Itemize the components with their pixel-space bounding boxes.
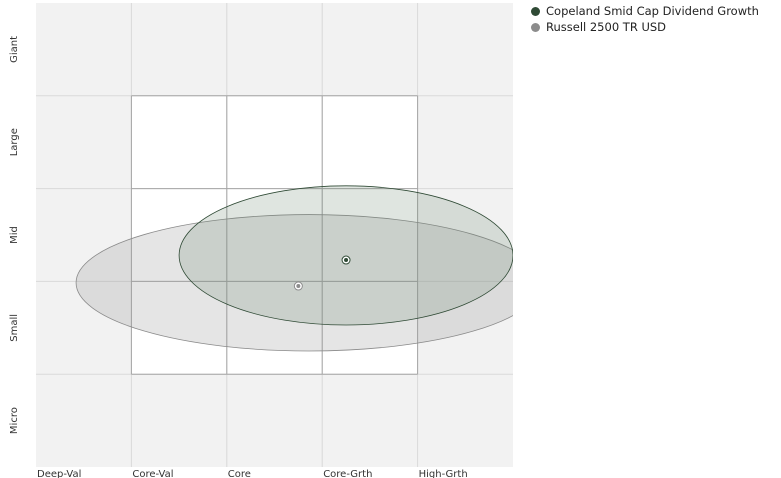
- fund-marker-icon: [531, 6, 540, 16]
- y-tick-label: Small: [9, 314, 20, 342]
- legend-label-fund: Copeland Smid Cap Dividend Growth: [546, 4, 759, 18]
- y-tick-label: Large: [9, 128, 20, 156]
- index-centroid: [296, 284, 301, 289]
- ownership-zones: [75, 185, 513, 352]
- legend-label-index: Russell 2500 TR USD: [546, 20, 667, 34]
- centroids: [293, 255, 351, 291]
- x-tick-label: Core-Val: [132, 469, 173, 478]
- core-style-region: [131, 96, 417, 374]
- fund-centroid: [344, 258, 349, 263]
- y-tick-label: Micro: [9, 407, 20, 434]
- legend: Copeland Smid Cap Dividend Growth Russel…: [531, 3, 759, 35]
- x-tick-label: Deep-Val: [37, 469, 81, 478]
- index-ownership-zone: [75, 214, 513, 352]
- grid-lines: [36, 3, 513, 467]
- y-tick-labels: Micro Small Mid Large Giant: [9, 36, 20, 434]
- legend-item-fund: Copeland Smid Cap Dividend Growth: [531, 3, 759, 19]
- x-tick-label: Core: [228, 469, 251, 478]
- fund-ownership-zone: [178, 185, 513, 326]
- index-marker-icon: [531, 22, 540, 32]
- y-tick-label: Giant: [9, 36, 20, 63]
- y-tick-label: Mid: [9, 226, 20, 244]
- x-tick-label: High-Grth: [419, 469, 468, 478]
- legend-item-index: Russell 2500 TR USD: [531, 19, 759, 35]
- x-tick-labels: Deep-Val Core-Val Core Core-Grth High-Grth: [37, 469, 468, 478]
- x-tick-label: Core-Grth: [323, 469, 372, 478]
